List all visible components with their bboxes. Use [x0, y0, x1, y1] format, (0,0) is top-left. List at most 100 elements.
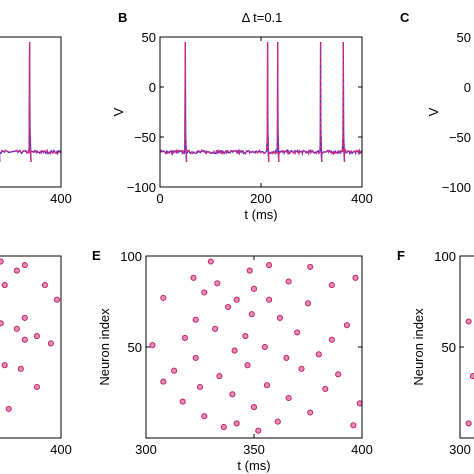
x-tick-label: 200 [250, 191, 272, 206]
x-tick-label: 400 [50, 191, 72, 206]
spike-dot [207, 258, 214, 265]
spike-dot [294, 329, 301, 336]
spike-dot [21, 314, 28, 321]
axes-frame [0, 255, 62, 439]
spike-dot [220, 424, 227, 431]
y-tick-label: −50 [134, 130, 156, 145]
spike-dot [356, 400, 362, 407]
panel-letter: C [400, 10, 410, 25]
spike-dot [242, 333, 249, 340]
spike-dot [263, 382, 271, 389]
y-axis-label: V [111, 107, 126, 116]
spike-dot [261, 343, 268, 351]
spike-dot [469, 373, 474, 380]
spike-dot [214, 280, 221, 287]
spike-dot [201, 413, 208, 420]
spike-dot [343, 322, 350, 329]
spike-dot [266, 262, 273, 269]
y-tick-label: 100 [434, 249, 456, 264]
spike-dot [298, 365, 305, 372]
spike-dot [229, 391, 236, 398]
y-tick-label: −100 [127, 180, 156, 195]
spike-dot [1, 362, 8, 369]
y-tick-label: −100 [442, 180, 471, 195]
spike-dot [352, 274, 359, 281]
spike-dot [465, 318, 472, 325]
spike-dot [248, 311, 255, 318]
y-axis-label: V [426, 107, 441, 116]
spike-dot [266, 296, 273, 303]
x-tick-label: 400 [351, 442, 373, 457]
x-tick-label: 400 [50, 442, 72, 457]
spike-dot [160, 294, 167, 301]
spike-dot [244, 362, 251, 369]
spike-dot [179, 398, 186, 405]
spike-dot [21, 262, 28, 269]
spike-dot [216, 373, 223, 380]
spike-dot [53, 296, 61, 303]
spike-dot [190, 274, 197, 281]
voltage-trace-solid [160, 41, 362, 163]
y-tick-label: 100 [120, 249, 142, 264]
y-tick-label: 0 [149, 80, 156, 95]
spike-dot [196, 383, 204, 391]
spike-dot [0, 320, 4, 327]
spike-dot [13, 325, 20, 332]
spike-dot [225, 303, 232, 311]
spike-dot [17, 365, 24, 372]
spike-dot [192, 316, 199, 323]
spike-dot [0, 258, 4, 265]
panel-letter: E [92, 248, 101, 263]
spike-dot [47, 340, 54, 347]
spike-dot [192, 354, 199, 361]
spike-dot [171, 367, 178, 374]
x-tick-label: 300 [135, 442, 157, 457]
y-tick-label: −50 [449, 130, 471, 145]
spike-dot [276, 314, 283, 321]
spike-dot [33, 383, 40, 391]
figure-title: Δ t=0.1 [242, 10, 283, 25]
spike-dot [322, 385, 329, 392]
plot-area [0, 41, 61, 163]
spike-dot [250, 404, 258, 411]
spike-dot [255, 427, 262, 434]
spike-dot [41, 282, 48, 289]
spike-dot [307, 263, 314, 270]
y-tick-label: 50 [442, 340, 456, 355]
plot-area [0, 258, 61, 412]
spike-dot [283, 354, 290, 361]
panel-d: 400 [0, 255, 72, 457]
x-tick-label: 300 [449, 442, 471, 457]
spike-dot [5, 405, 12, 412]
spike-dot [465, 420, 472, 427]
spike-dot [1, 282, 8, 289]
x-tick-label: 0 [156, 191, 163, 206]
plot-area [160, 41, 362, 163]
spike-dot [181, 334, 188, 341]
x-axis-label: t (ms) [244, 207, 277, 222]
spike-dot [233, 296, 240, 303]
voltage-trace-dashed [160, 41, 362, 163]
spike-dot [328, 336, 335, 343]
spike-dot [307, 409, 314, 416]
y-tick-label: 50 [457, 30, 471, 45]
panel-e: 300 350 400 50 100 t (ms) Neuron index E [92, 248, 373, 473]
x-tick-label: 400 [351, 191, 373, 206]
plot-area [465, 318, 474, 427]
spike-dot [250, 285, 258, 292]
axes-frame [159, 36, 363, 188]
axes-frame [0, 36, 62, 188]
spike-dot [246, 267, 253, 274]
voltage-trace-dashed [0, 41, 61, 163]
panel-letter: B [118, 10, 127, 25]
spike-dot [233, 420, 240, 427]
spike-dot [274, 418, 281, 425]
panel-a: 400 [0, 36, 72, 206]
spike-dot [33, 333, 40, 340]
y-tick-label: 50 [128, 340, 142, 355]
y-tick-label: 0 [464, 80, 471, 95]
spike-dot [21, 336, 28, 343]
spike-dot [335, 371, 342, 378]
x-tick-label: 350 [243, 442, 265, 457]
